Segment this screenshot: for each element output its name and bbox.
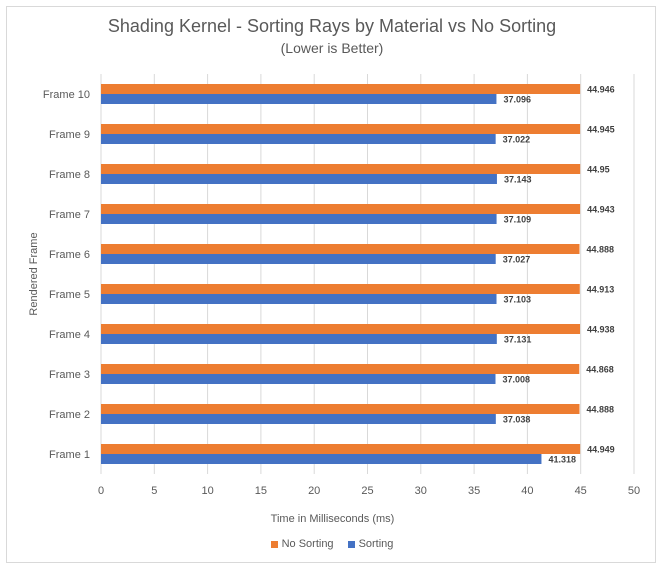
data-label: 37.109 [504, 215, 532, 225]
bar-sorting [101, 134, 496, 144]
data-label: 37.143 [504, 175, 532, 185]
chart-subtitle: (Lower is Better) [280, 40, 384, 56]
y-tick-label: Frame 5 [49, 289, 90, 301]
bar-no-sorting [101, 364, 580, 374]
bar-no-sorting [101, 244, 580, 254]
data-label: 44.95 [587, 165, 610, 175]
data-label: 37.027 [503, 255, 531, 265]
x-tick-label: 45 [575, 485, 587, 497]
data-label: 44.949 [587, 445, 615, 455]
bar-no-sorting [101, 204, 581, 214]
bar-no-sorting [101, 84, 581, 94]
data-label: 37.096 [503, 95, 531, 105]
legend-label-sorting: Sorting [358, 538, 394, 550]
data-label: 44.946 [587, 85, 615, 95]
legend-swatch-sorting [347, 540, 355, 548]
x-tick-label: 50 [628, 485, 640, 497]
x-tick-label: 25 [361, 485, 373, 497]
bar-no-sorting [101, 284, 580, 294]
data-label: 37.103 [504, 295, 532, 305]
data-label: 44.913 [587, 285, 615, 295]
y-tick-label: Frame 7 [49, 209, 90, 221]
y-tick-label: Frame 3 [49, 369, 90, 381]
y-tick-label: Frame 1 [49, 449, 90, 461]
data-label: 41.318 [548, 455, 576, 465]
data-label: 37.008 [503, 375, 531, 385]
bar-sorting [101, 414, 496, 424]
x-tick-label: 35 [468, 485, 480, 497]
data-label: 44.888 [587, 245, 615, 255]
x-tick-label: 30 [415, 485, 427, 497]
bar-sorting [101, 374, 496, 384]
x-tick-label: 10 [201, 485, 213, 497]
chart-title: Shading Kernel - Sorting Rays by Materia… [107, 16, 557, 36]
bar-sorting [101, 94, 497, 104]
data-label: 44.868 [586, 365, 614, 375]
x-tick-label: 5 [151, 485, 157, 497]
data-label: 44.888 [587, 405, 615, 415]
x-tick-label: 20 [308, 485, 320, 497]
y-axis-title: Rendered Frame [28, 232, 40, 315]
legend-item-no-sorting: No Sorting [270, 538, 334, 550]
bar-sorting [101, 214, 497, 224]
y-tick-label: Frame 6 [49, 249, 90, 261]
bar-sorting [101, 174, 497, 184]
legend-item-sorting: Sorting [347, 538, 394, 550]
data-label: 44.938 [587, 325, 615, 335]
y-tick-label: Frame 10 [43, 89, 90, 101]
bar-sorting [101, 334, 497, 344]
x-tick-label: 0 [98, 485, 104, 497]
y-tick-label: Frame 2 [49, 409, 90, 421]
bar-no-sorting [101, 444, 581, 454]
bar-no-sorting [101, 124, 581, 134]
data-label: 37.131 [504, 335, 532, 345]
bar-no-sorting [101, 404, 580, 414]
data-label: 37.038 [503, 415, 531, 425]
bar-no-sorting [101, 324, 581, 334]
legend-swatch-no-sorting [270, 540, 278, 548]
y-tick-label: Frame 4 [49, 329, 90, 341]
x-tick-label: 40 [521, 485, 533, 497]
data-label: 44.943 [587, 205, 615, 215]
bar-sorting [101, 454, 542, 464]
legend: No Sorting Sorting [0, 538, 664, 550]
x-axis-title: Time in Milliseconds (ms) [271, 513, 395, 525]
y-tick-label: Frame 9 [49, 129, 90, 141]
data-label: 37.022 [503, 135, 531, 145]
bar-sorting [101, 294, 497, 304]
bar-no-sorting [101, 164, 581, 174]
bar-sorting [101, 254, 496, 264]
y-tick-label: Frame 8 [49, 169, 90, 181]
legend-label-no-sorting: No Sorting [281, 538, 334, 550]
data-label: 44.945 [587, 125, 615, 135]
x-tick-label: 15 [255, 485, 267, 497]
